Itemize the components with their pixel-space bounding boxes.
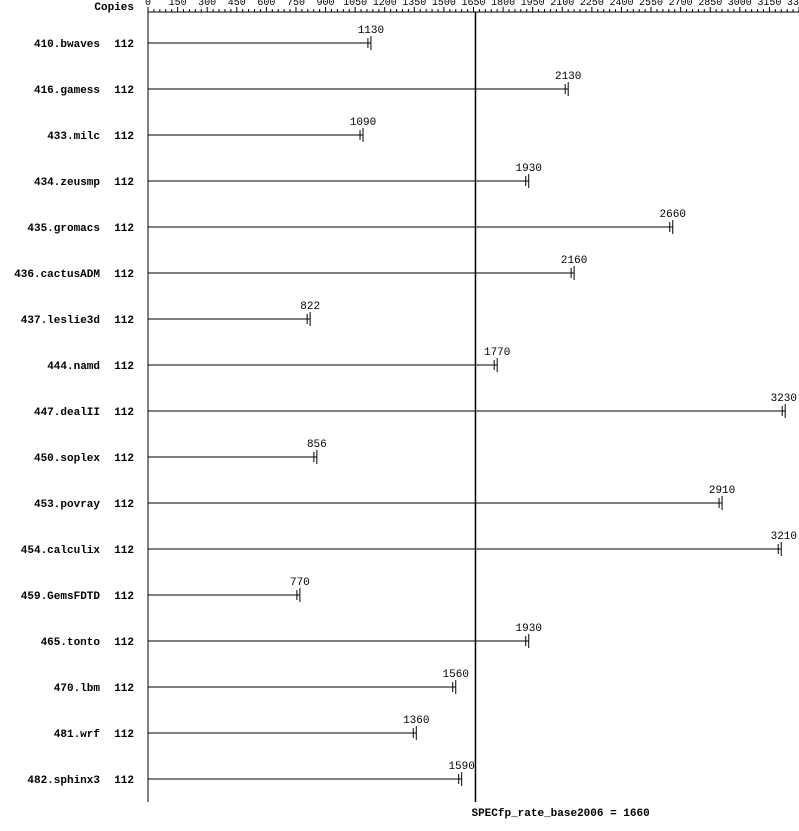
- bar-value-label: 2130: [555, 71, 581, 83]
- x-tick-label: 2250: [580, 0, 604, 9]
- copies-value: 112: [114, 545, 134, 557]
- bar-value-label: 1770: [484, 347, 510, 359]
- copies-value: 112: [114, 499, 134, 511]
- x-tick-label: 1050: [343, 0, 367, 9]
- copies-value: 112: [114, 453, 134, 465]
- bar-value-label: 3230: [771, 393, 797, 405]
- bar-value-label: 2910: [709, 485, 735, 497]
- benchmark-label: 434.zeusmp: [34, 177, 100, 189]
- x-tick-label: 2550: [639, 0, 663, 9]
- x-tick-label: 1350: [402, 0, 426, 9]
- bar-value-label: 1360: [403, 715, 429, 727]
- bar-value-label: 1590: [448, 761, 474, 773]
- x-tick-label: 3300: [787, 0, 799, 9]
- benchmark-label: 435.gromacs: [27, 223, 100, 235]
- x-tick-label: 600: [257, 0, 275, 9]
- bar-value-label: 2660: [660, 209, 686, 221]
- x-tick-label: 450: [228, 0, 246, 9]
- bar-value-label: 770: [290, 577, 310, 589]
- copies-value: 112: [114, 269, 134, 281]
- benchmark-label: 482.sphinx3: [27, 775, 100, 787]
- benchmark-label: 436.cactusADM: [14, 269, 100, 281]
- x-tick-label: 1200: [373, 0, 397, 9]
- x-tick-label: 0: [145, 0, 151, 9]
- benchmark-label: 459.GemsFDTD: [21, 591, 101, 603]
- benchmark-label: 437.leslie3d: [21, 315, 100, 327]
- x-tick-label: 2400: [609, 0, 633, 9]
- copies-value: 112: [114, 361, 134, 373]
- copies-value: 112: [114, 637, 134, 649]
- copies-value: 112: [114, 407, 134, 419]
- copies-value: 112: [114, 775, 134, 787]
- bar-value-label: 2160: [561, 255, 587, 267]
- baseline-label: SPECfp_rate_base2006 = 1660: [471, 808, 649, 820]
- copies-value: 112: [114, 39, 134, 51]
- bar-value-label: 1560: [443, 669, 469, 681]
- benchmark-label: 470.lbm: [54, 683, 101, 695]
- benchmark-label: 447.dealII: [34, 407, 100, 419]
- x-tick-label: 2700: [669, 0, 693, 9]
- copies-value: 112: [114, 591, 134, 603]
- x-tick-label: 300: [198, 0, 216, 9]
- copies-value: 112: [114, 131, 134, 143]
- copies-value: 112: [114, 729, 134, 741]
- x-tick-label: 1650: [461, 0, 485, 9]
- benchmark-label: 416.gamess: [34, 85, 100, 97]
- benchmark-label: 454.calculix: [21, 545, 101, 557]
- bar-value-label: 1090: [350, 117, 376, 129]
- x-tick-label: 1500: [432, 0, 456, 9]
- benchmark-label: 465.tonto: [41, 637, 101, 649]
- x-tick-label: 900: [317, 0, 335, 9]
- bar-value-label: 1130: [358, 25, 384, 37]
- benchmark-label: 453.povray: [34, 499, 100, 511]
- benchmark-label: 433.milc: [47, 131, 100, 143]
- copies-header: Copies: [94, 2, 134, 14]
- x-tick-label: 1950: [521, 0, 545, 9]
- bar-value-label: 3210: [771, 531, 797, 543]
- benchmark-label: 481.wrf: [54, 729, 101, 741]
- benchmark-label: 410.bwaves: [34, 39, 100, 51]
- x-tick-label: 2100: [550, 0, 574, 9]
- benchmark-label: 450.soplex: [34, 453, 100, 465]
- copies-value: 112: [114, 223, 134, 235]
- x-tick-label: 3150: [757, 0, 781, 9]
- x-tick-label: 150: [169, 0, 187, 9]
- bar-value-label: 1930: [516, 163, 542, 175]
- benchmark-label: 444.namd: [47, 361, 100, 373]
- bar-value-label: 1930: [516, 623, 542, 635]
- bar-value-label: 856: [307, 439, 327, 451]
- copies-value: 112: [114, 683, 134, 695]
- copies-value: 112: [114, 85, 134, 97]
- bar-value-label: 822: [300, 301, 320, 313]
- x-tick-label: 750: [287, 0, 305, 9]
- spec-rate-chart: 0 150 300 450 600 750 900 1050 1200 1350 1500 1650 1…: [0, 0, 799, 831]
- x-tick-label: 1800: [491, 0, 515, 9]
- copies-value: 112: [114, 315, 134, 327]
- x-tick-label: 2850: [698, 0, 722, 9]
- x-tick-label: 3000: [728, 0, 752, 9]
- copies-value: 112: [114, 177, 134, 189]
